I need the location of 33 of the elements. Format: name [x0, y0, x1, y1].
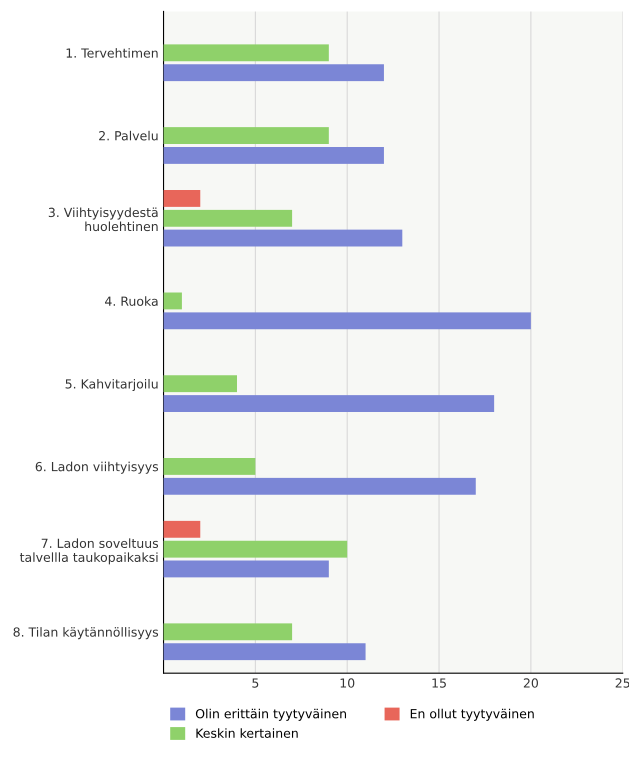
bar [164, 395, 494, 412]
bar [164, 458, 256, 475]
legend-label: En ollut tyytyväinen [410, 708, 534, 721]
bar [164, 127, 329, 144]
y-tick-label: 8. Tilan käytännöllisyys [14, 627, 158, 640]
legend-label: Olin erittäin tyytyväinen [196, 708, 346, 721]
y-tick-label: 3. Viihtyisyydestä huolehtinen [48, 207, 158, 232]
x-tick-label: 20 [524, 678, 538, 688]
y-tick-label: 5. Kahvitarjoilu [66, 378, 158, 392]
bar [164, 540, 348, 558]
x-tick-label: 5 [252, 678, 258, 688]
y-tick-label: 1. Tervehtimen [66, 48, 158, 58]
legend-label: Keskin kertainen [196, 728, 298, 738]
bar [164, 292, 182, 310]
bar [164, 210, 292, 227]
bar [164, 643, 366, 660]
y-tick-label: 6. Ladon viihtyisyys [36, 462, 158, 474]
y-tick-label: 2. Palvelu [99, 130, 158, 140]
bar [164, 64, 384, 82]
bar [164, 560, 329, 578]
y-tick-label: 7. Ladon soveltuus talvellla taukopaikaksi [20, 538, 158, 564]
bar [164, 375, 238, 392]
bar [164, 190, 200, 207]
bar [164, 520, 200, 538]
x-tick-label: 10 [340, 678, 354, 688]
bar [164, 623, 292, 640]
bar [164, 146, 384, 164]
bar [164, 230, 402, 247]
y-tick-label: 4. Ruoka [105, 296, 158, 306]
bar [164, 44, 329, 62]
bar [164, 478, 476, 495]
bar [164, 312, 531, 330]
x-tick-label: 15 [432, 678, 446, 688]
